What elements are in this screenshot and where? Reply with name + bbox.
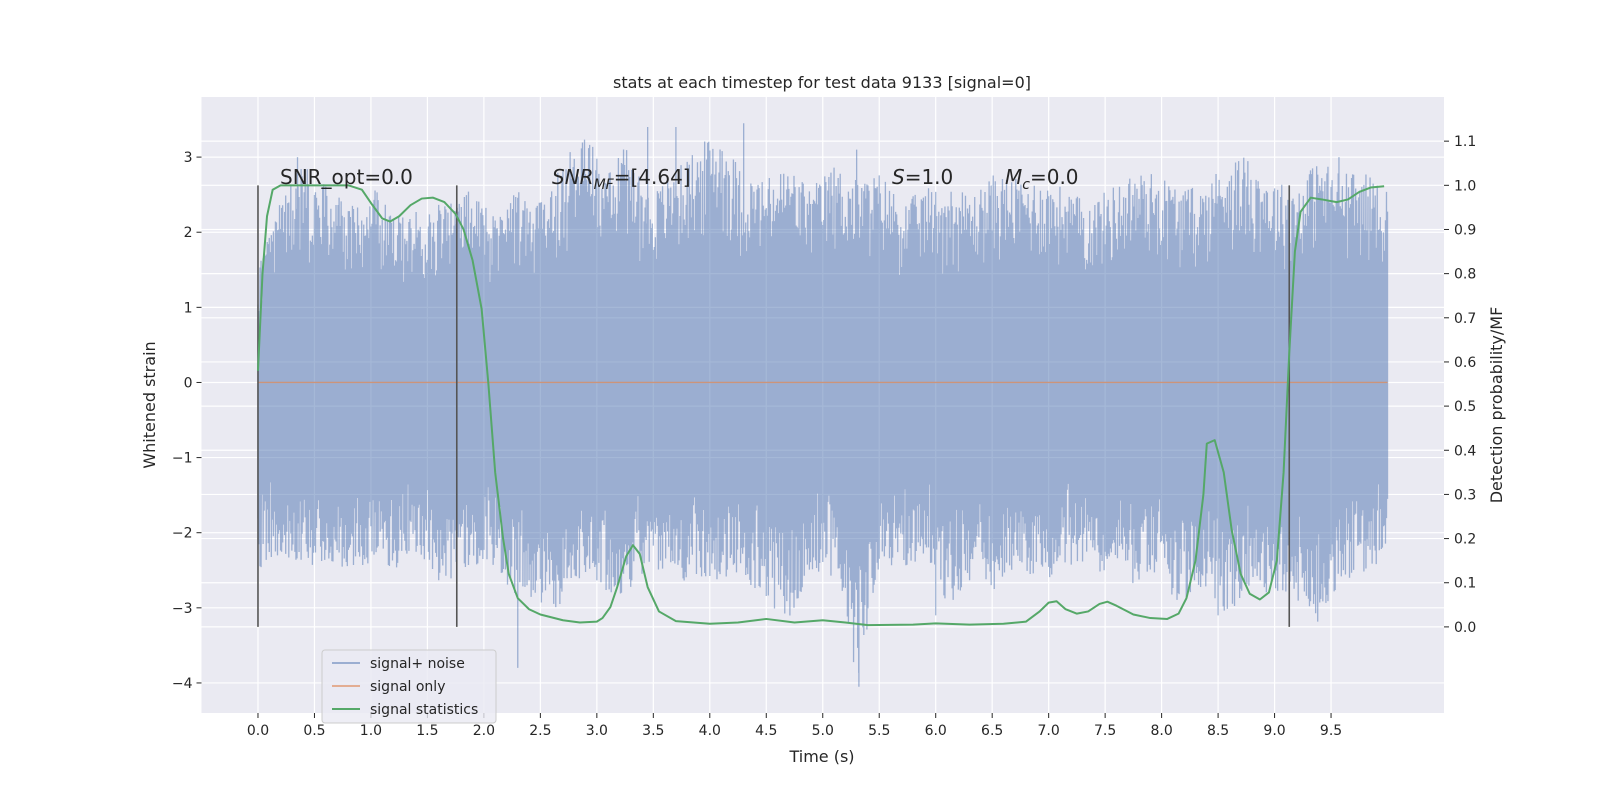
y2-tick-label: 0.1 <box>1454 576 1476 592</box>
y2-tick-label: 0.4 <box>1454 443 1476 459</box>
y2-tick-label: 0.6 <box>1454 355 1476 371</box>
x-tick-label: 2.5 <box>529 723 551 739</box>
y-axis-label: Whitened strain <box>140 341 159 468</box>
x-tick-label: 7.5 <box>1094 723 1116 739</box>
x-tick-label: 0.0 <box>247 723 269 739</box>
x-tick-label: 9.0 <box>1263 723 1285 739</box>
x-tick-label: 8.5 <box>1207 723 1229 739</box>
y2-tick-label: 0.0 <box>1454 620 1476 636</box>
signal-noise-line <box>257 123 1389 687</box>
x-tick-label: 1.5 <box>416 723 438 739</box>
y2-ticks: 0.0 0.1 0.2 0.3 0.4 0.5 0.6 0.7 0.8 0.9 1.0 1.1 <box>1444 134 1476 636</box>
y-tick-label: 1 <box>184 300 193 316</box>
signal-noise-series <box>257 123 1389 687</box>
annotation-s: S=1.0 <box>892 165 953 189</box>
y-tick-label: 0 <box>184 375 193 391</box>
x-tick-label: 9.5 <box>1320 723 1342 739</box>
signal-statistics-series <box>256 184 1385 627</box>
legend-box <box>321 649 497 724</box>
y-ticks: −4 −3 −2 −1 0 1 2 3 <box>172 150 202 692</box>
y2-tick-label: 0.3 <box>1454 487 1476 503</box>
y-tick-label: −1 <box>172 451 193 467</box>
y-tick-label: −3 <box>172 601 193 617</box>
y2-tick-label: 0.5 <box>1454 399 1476 415</box>
annotation-s-main: S <box>892 165 905 189</box>
y2-tick-label: 0.9 <box>1454 222 1476 238</box>
y-tick-label: 2 <box>184 225 193 241</box>
legend-label-noise: signal+ noise <box>370 656 465 672</box>
annotation-snr-mf: SNRMF=[4.64] <box>552 165 691 193</box>
x-tick-label: 6.0 <box>925 723 947 739</box>
x-tick-label: 4.5 <box>755 723 777 739</box>
chart-title: stats at each timestep for test data 913… <box>613 73 1031 92</box>
annotation-mc-main: M <box>1005 165 1022 189</box>
x-tick-label: 4.0 <box>699 723 721 739</box>
y2-tick-label: 0.7 <box>1454 311 1476 327</box>
y-tick-label: −4 <box>172 676 193 692</box>
x-tick-label: 5.0 <box>812 723 834 739</box>
annotation-snr-mf-value: =[4.64] <box>614 165 691 189</box>
annotation-mc-sub: c <box>1022 177 1030 193</box>
legend-label-signal: signal only <box>370 679 445 695</box>
x-tick-label: 0.5 <box>303 723 325 739</box>
legend-label-stats: signal statistics <box>370 702 478 718</box>
x-tick-label: 8.0 <box>1150 723 1172 739</box>
x-tick-label: 1.0 <box>360 723 382 739</box>
y-tick-label: 3 <box>184 150 193 166</box>
x-axis-label: Time (s) <box>788 747 854 766</box>
x-ticks: 0.0 0.5 1.0 1.5 2.0 2.5 3.0 3.5 4.0 4.5 5.0 5.5 6.0 6… <box>247 713 1342 739</box>
legend: signal+ noise signal only signal statist… <box>321 649 497 724</box>
annotation-mc: Mc=0.0 <box>1005 165 1079 193</box>
annotation-snr-mf-main: SNR <box>552 165 594 189</box>
y2-tick-label: 1.1 <box>1454 134 1476 150</box>
y2-axis-label: Detection probability/MF <box>1487 307 1506 504</box>
annotation-s-value: =1.0 <box>905 165 954 189</box>
x-tick-label: 6.5 <box>981 723 1003 739</box>
annotation-snr-mf-sub: MF <box>594 177 615 193</box>
y2-tick-label: 0.8 <box>1454 267 1476 283</box>
annotation-snr-opt: SNR_opt=0.0 <box>280 165 413 189</box>
y-tick-label: −2 <box>172 526 193 542</box>
y2-tick-label: 1.0 <box>1454 178 1476 194</box>
x-tick-label: 2.0 <box>473 723 495 739</box>
annotation-mc-value: =0.0 <box>1030 165 1079 189</box>
x-tick-label: 7.0 <box>1038 723 1060 739</box>
x-tick-label: 5.5 <box>868 723 890 739</box>
vertical-markers <box>257 185 1291 627</box>
x-tick-label: 3.0 <box>586 723 608 739</box>
x-tick-label: 3.5 <box>642 723 664 739</box>
y2-tick-label: 0.2 <box>1454 532 1476 548</box>
signal-statistics-line <box>256 184 1385 627</box>
